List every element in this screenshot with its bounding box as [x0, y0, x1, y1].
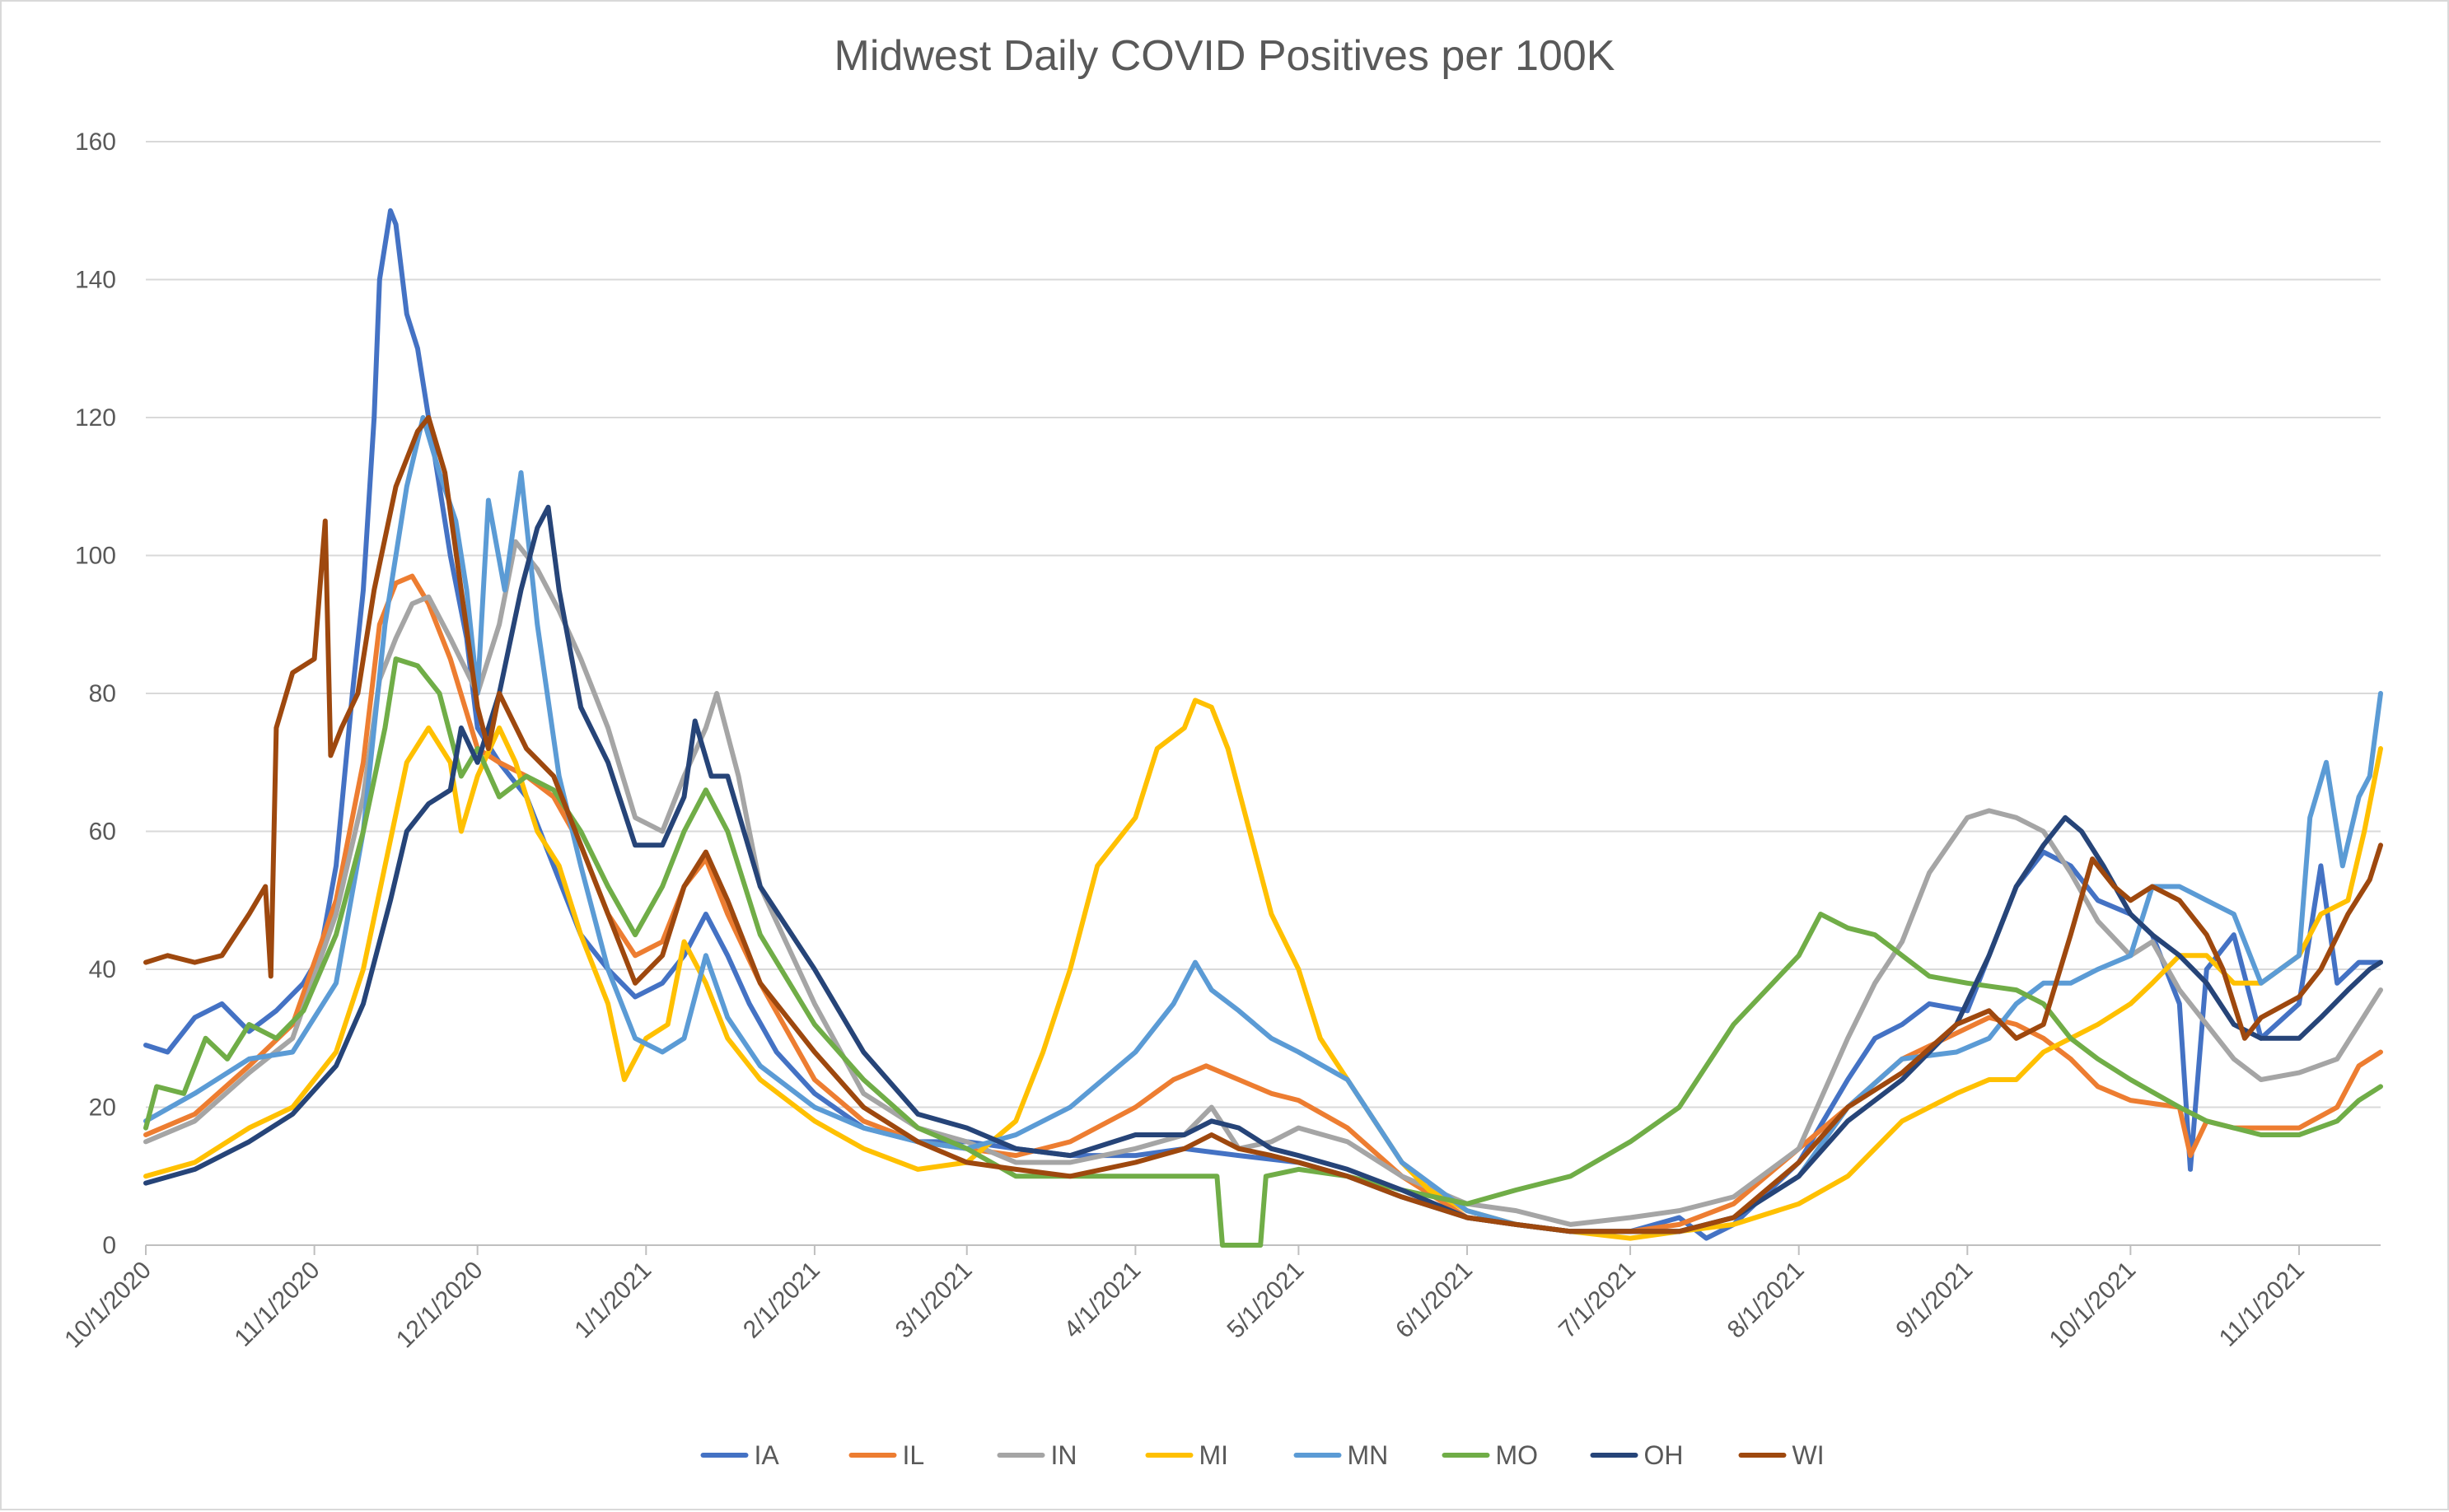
y-tick-label-100: 100 [75, 543, 116, 570]
x-tick-label-0: 10/1/2020 [59, 1257, 157, 1354]
legend-label-mo: MO [1496, 1440, 1539, 1470]
y-tick-label-80: 80 [89, 680, 116, 707]
series-line-oh [143, 504, 2383, 1234]
legend-label-ia: IA [755, 1440, 780, 1470]
legend-label-oh: OH [1644, 1440, 1684, 1470]
y-tick-label-120: 120 [75, 404, 116, 432]
y-tick-label-0: 0 [102, 1232, 116, 1259]
y-tick-label-40: 40 [89, 956, 116, 983]
x-tick-label-1: 11/1/2020 [229, 1257, 325, 1352]
x-tick-label-13: 11/1/2021 [2214, 1257, 2310, 1352]
series-line-mn [143, 415, 2383, 1234]
x-tick-label-3: 1/1/2021 [569, 1257, 657, 1344]
y-tick-label-140: 140 [75, 267, 116, 294]
x-tick-label-7: 5/1/2021 [1222, 1257, 1309, 1344]
x-tick-label-11: 9/1/2021 [1890, 1257, 1978, 1344]
x-tick-label-9: 7/1/2021 [1554, 1257, 1641, 1344]
series-line-wi [143, 415, 2383, 1234]
legend-label-wi: WI [1792, 1440, 1825, 1470]
legend-label-in: IN [1051, 1440, 1077, 1470]
chart-title: Midwest Daily COVID Positives per 100K [834, 32, 1615, 80]
series-line-il [143, 573, 2383, 1234]
x-tick-label-12: 10/1/2021 [2045, 1257, 2142, 1354]
x-tick-label-5: 3/1/2021 [890, 1257, 978, 1344]
x-tick-label-6: 4/1/2021 [1059, 1257, 1146, 1344]
x-tick-label-8: 6/1/2021 [1390, 1257, 1478, 1344]
x-tick-label-4: 2/1/2021 [738, 1257, 825, 1344]
x-tick-label-2: 12/1/2020 [391, 1257, 488, 1354]
legend-label-mn: MN [1348, 1440, 1389, 1470]
x-tick-label-10: 8/1/2021 [1722, 1257, 1810, 1344]
series-line-mo [143, 656, 2383, 1248]
y-tick-label-20: 20 [89, 1094, 116, 1122]
y-tick-label-60: 60 [89, 819, 116, 846]
legend-label-mi: MI [1199, 1440, 1229, 1470]
y-tick-label-160: 160 [75, 128, 116, 156]
legend-label-il: IL [903, 1440, 925, 1470]
